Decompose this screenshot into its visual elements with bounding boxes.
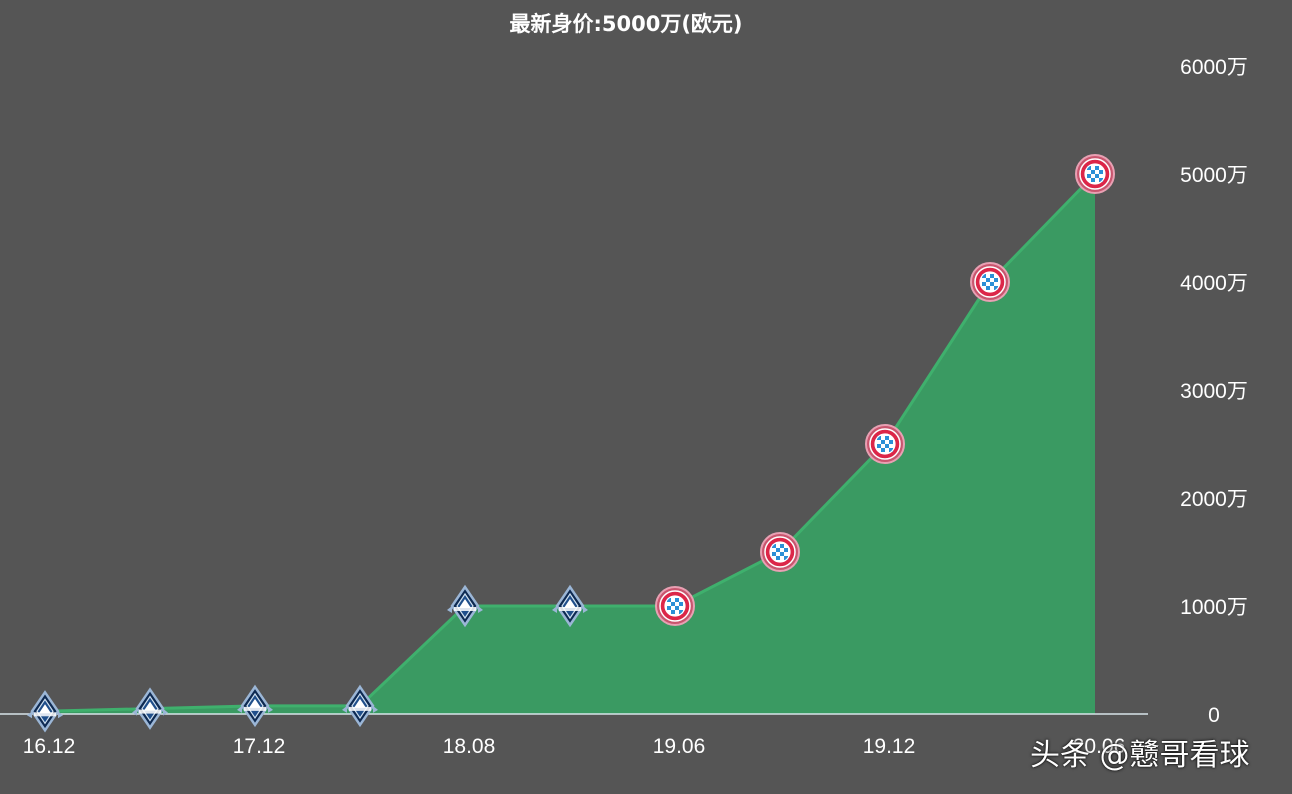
x-tick-label: 20.06 <box>1073 735 1126 758</box>
data-point-bayern-badge <box>865 424 905 464</box>
data-point-vancouver-badge <box>552 584 588 628</box>
data-point-vancouver-badge <box>132 687 168 730</box>
y-tick-label: 6000万 <box>1180 56 1248 79</box>
chart-title: 最新身价:5000万(欧元) <box>509 12 743 36</box>
x-tick-label: 19.12 <box>863 735 916 758</box>
data-point-vancouver-badge <box>27 690 63 733</box>
data-point-bayern-badge <box>1075 154 1115 194</box>
y-tick-label: 1000万 <box>1180 596 1248 619</box>
data-point-bayern-badge <box>970 262 1010 302</box>
data-point-vancouver-badge <box>447 584 483 628</box>
x-tick-label: 19.06 <box>653 735 706 758</box>
x-tick-label: 17.12 <box>233 735 286 758</box>
data-point-vancouver-badge <box>342 684 378 728</box>
data-point-bayern-badge <box>655 586 695 626</box>
watermark-text: 头条 @戆哥看球 <box>1030 738 1250 773</box>
area-fill <box>45 174 1095 714</box>
data-point-vancouver-badge <box>237 684 273 728</box>
x-tick-label: 16.12 <box>23 735 76 758</box>
y-tick-label: 5000万 <box>1180 164 1248 187</box>
data-point-bayern-badge <box>760 532 800 572</box>
y-tick-label: 0 <box>1208 704 1220 727</box>
x-tick-label: 18.08 <box>443 735 496 758</box>
y-tick-label: 4000万 <box>1180 272 1248 295</box>
y-tick-label: 2000万 <box>1180 488 1248 511</box>
y-tick-label: 3000万 <box>1180 380 1248 403</box>
